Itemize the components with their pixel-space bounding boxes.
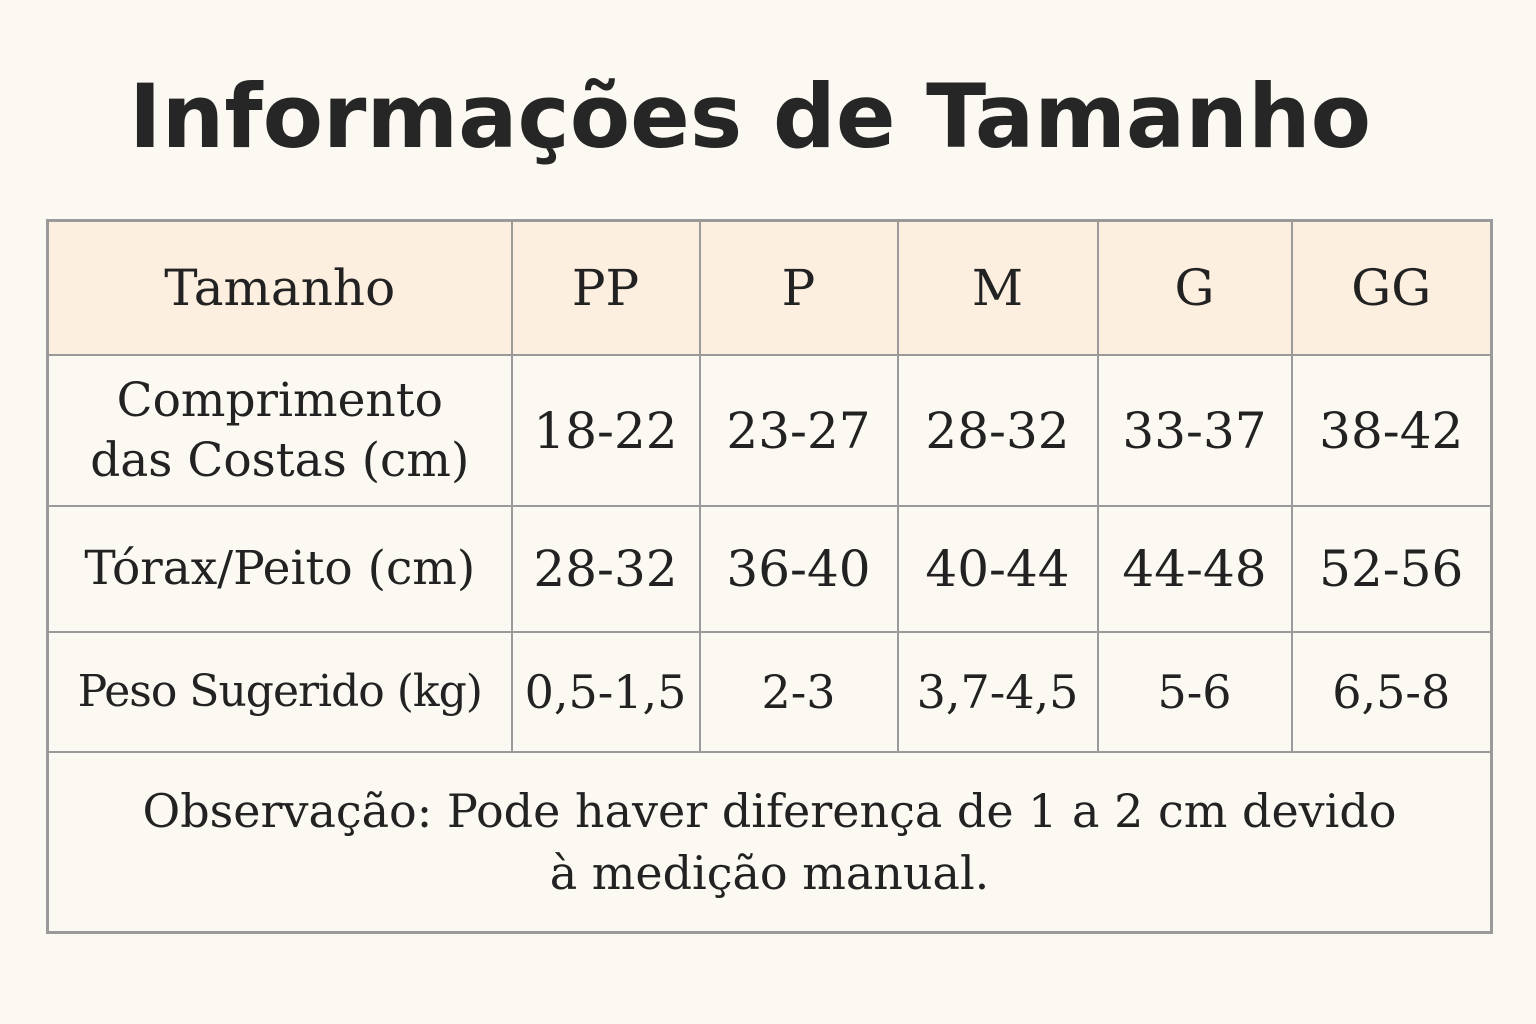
size-header-p: P	[698, 219, 899, 356]
size-header-g: G	[1096, 219, 1293, 356]
row-label: Comprimento das Costas (cm)	[46, 354, 513, 507]
row-label: Peso Sugerido (kg)	[46, 631, 513, 753]
table-cell: 40-44	[896, 505, 1099, 633]
table-cell: 52-56	[1290, 505, 1493, 633]
table-cell: 3,7-4,5	[896, 631, 1099, 753]
page-title: Informações de Tamanho	[128, 65, 1372, 168]
table-row-chest: Tórax/Peito (cm) 28-32 36-40 40-44 44-48…	[46, 505, 1493, 633]
measurement-note: Observação: Pode haver diferença de 1 a …	[46, 751, 1493, 934]
table-cell: 2-3	[698, 631, 899, 753]
table-cell: 18-22	[510, 354, 701, 507]
table-cell: 36-40	[698, 505, 899, 633]
header-label: Tamanho	[46, 219, 513, 356]
table-row-weight: Peso Sugerido (kg) 0,5-1,5 2-3 3,7-4,5 5…	[46, 631, 1493, 753]
table-cell: 23-27	[698, 354, 899, 507]
table-cell: 38-42	[1290, 354, 1493, 507]
table-cell: 28-32	[510, 505, 701, 633]
size-chart-table: Tamanho PP P M G GG Comprimento das Cost…	[46, 219, 1493, 934]
size-header-m: M	[896, 219, 1099, 356]
row-label: Tórax/Peito (cm)	[46, 505, 513, 633]
size-header-gg: GG	[1290, 219, 1493, 356]
table-cell: 0,5-1,5	[510, 631, 701, 753]
table-note-row: Observação: Pode haver diferença de 1 a …	[46, 751, 1493, 934]
table-cell: 6,5-8	[1290, 631, 1493, 753]
table-row-back-length: Comprimento das Costas (cm) 18-22 23-27 …	[46, 354, 1493, 507]
table-cell: 44-48	[1096, 505, 1293, 633]
table-header-row: Tamanho PP P M G GG	[46, 219, 1493, 356]
size-header-pp: PP	[510, 219, 701, 356]
table-cell: 5-6	[1096, 631, 1293, 753]
table-cell: 28-32	[896, 354, 1099, 507]
table-cell: 33-37	[1096, 354, 1293, 507]
